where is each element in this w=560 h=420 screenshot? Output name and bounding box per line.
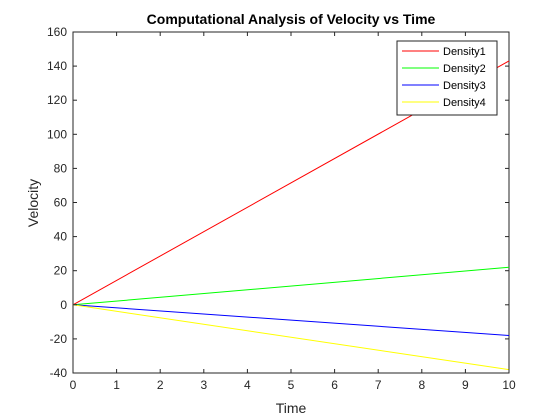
- legend: Density1 Density2 Density3 Density4: [396, 40, 498, 116]
- legend-label-density3: Density3: [443, 80, 486, 92]
- x-tick-label: 1: [113, 378, 120, 392]
- x-tick-label: 3: [200, 378, 207, 392]
- y-tick-label: 80: [54, 161, 68, 175]
- y-tick-label: 100: [47, 127, 67, 141]
- y-tick-label: -20: [50, 332, 68, 346]
- y-tick-label: 140: [47, 59, 67, 73]
- x-tick-label: 8: [418, 378, 425, 392]
- legend-box: [396, 40, 498, 116]
- legend-label-density4: Density4: [443, 97, 486, 109]
- chart-title: Computational Analysis of Velocity vs Ti…: [147, 11, 436, 27]
- y-tick-label: 60: [54, 196, 68, 210]
- legend-label-density1: Density1: [443, 46, 486, 58]
- y-tick-label: 20: [54, 264, 68, 278]
- x-axis-label: Time: [276, 400, 307, 416]
- x-tick-label: 10: [502, 378, 516, 392]
- y-tick-label: 120: [47, 93, 67, 107]
- y-tick-label: 160: [47, 25, 67, 39]
- y-tick-label: -40: [50, 366, 68, 380]
- series-line-density3: [72, 304, 510, 336]
- x-tick-label: 5: [288, 378, 295, 392]
- x-tick-label: 4: [244, 378, 251, 392]
- x-tick-label: 0: [70, 378, 77, 392]
- y-tick-label: 0: [60, 298, 67, 312]
- x-tick-label: 6: [331, 378, 338, 392]
- series-line-density2: [72, 266, 510, 306]
- y-axis-label: Velocity: [25, 179, 41, 227]
- series-line-density4: [72, 304, 510, 371]
- x-tick-label: 7: [375, 378, 382, 392]
- ticks-layer: 0 1 2 3 4 5 6 7 8 9 10 -40 -20 0 20 40 60 80 100 120 140 160: [47, 25, 516, 392]
- x-tick-label: 2: [157, 378, 164, 392]
- y-tick-label: 40: [54, 230, 68, 244]
- x-tick-label: 9: [462, 378, 469, 392]
- legend-label-density2: Density2: [443, 63, 486, 75]
- series-layer: [72, 60, 510, 371]
